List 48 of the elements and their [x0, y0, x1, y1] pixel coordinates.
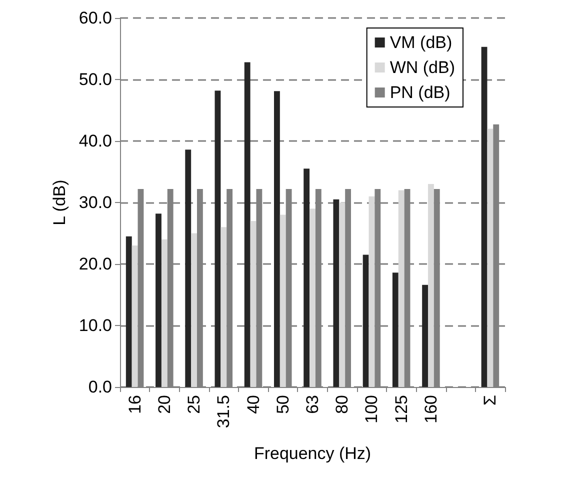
- bar: [280, 214, 286, 387]
- x-tick-label: 125: [392, 395, 411, 424]
- bar: [368, 196, 375, 387]
- x-tick-label: 16: [125, 395, 144, 414]
- x-tick-label: 160: [421, 395, 440, 424]
- bar: [487, 128, 494, 387]
- y-tick-label: 0.0: [88, 378, 112, 396]
- bar: [398, 190, 404, 387]
- bar: [244, 62, 250, 387]
- bar: [250, 220, 256, 387]
- bar: [274, 91, 280, 387]
- legend-label: VM (dB): [390, 33, 452, 52]
- bar: [422, 284, 428, 387]
- x-tick-label: 40: [244, 395, 263, 414]
- bar: [428, 184, 434, 387]
- x-tick-label: 63: [303, 395, 322, 414]
- y-tick-label: 10.0: [78, 316, 112, 335]
- y-tick-label: 20.0: [78, 254, 112, 274]
- bar: [126, 236, 132, 387]
- bar: [333, 199, 340, 387]
- y-axis-title: L (dB): [50, 180, 69, 226]
- y-tick-label: 60.0: [78, 8, 112, 28]
- bar: [392, 272, 398, 387]
- legend-label: WN (dB): [390, 58, 456, 77]
- y-tick-label: 30.0: [78, 193, 112, 212]
- bar: [185, 150, 192, 387]
- y-tick-label: 40.0: [78, 132, 112, 150]
- x-tick-label: 80: [332, 395, 352, 414]
- bar: [191, 233, 197, 387]
- x-tick-label: 31.5: [214, 395, 234, 428]
- bar: [132, 246, 138, 387]
- x-tick-label: 25: [184, 395, 204, 414]
- x-tick-label: 100: [362, 395, 382, 424]
- bar: [310, 208, 316, 387]
- legend-label: PN (dB): [390, 83, 450, 102]
- x-tick-label: 50: [273, 395, 292, 414]
- bar: [161, 239, 168, 387]
- y-tick-label: 50.0: [78, 70, 112, 89]
- bar: [220, 227, 227, 387]
- bar: [362, 254, 369, 387]
- bar: [156, 214, 162, 387]
- bar: [481, 46, 488, 387]
- bar: [304, 168, 310, 387]
- bar: [339, 202, 346, 387]
- x-tick-label: Σ: [480, 395, 500, 406]
- x-tick-label: 20: [154, 395, 174, 414]
- x-axis-title: Frequency (Hz): [254, 444, 372, 463]
- bar: [214, 90, 221, 387]
